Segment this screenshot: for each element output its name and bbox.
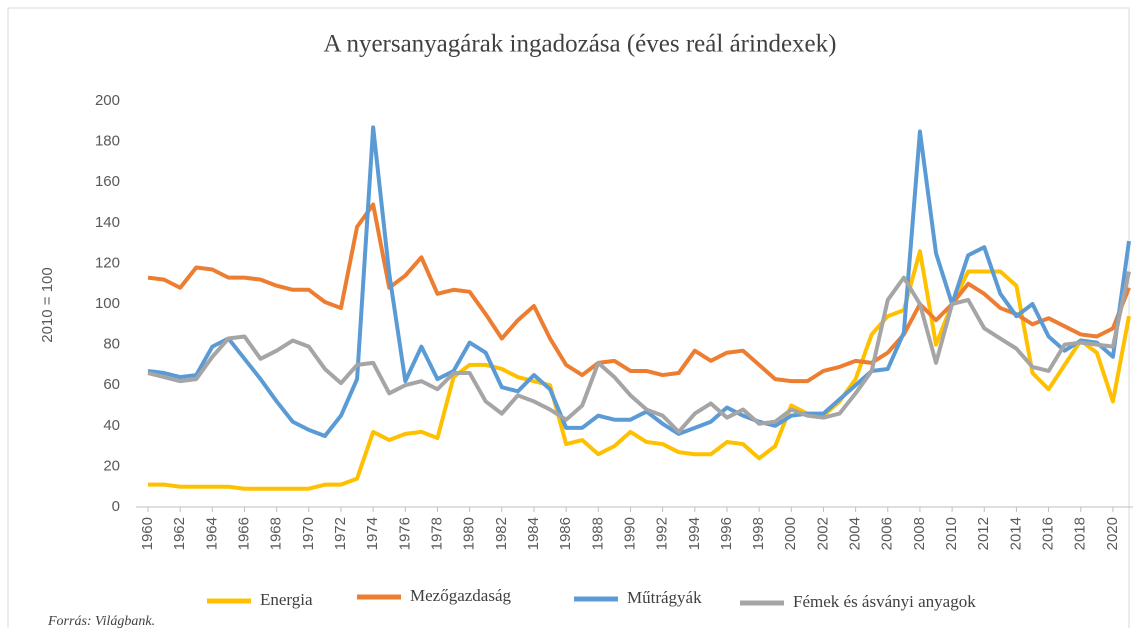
y-tick-label: 120 — [95, 254, 120, 271]
x-tick-label: 1980 — [461, 517, 478, 550]
x-tick-label: 2018 — [1072, 517, 1089, 550]
y-tick-label: 160 — [95, 173, 120, 190]
x-tick-label: 1966 — [235, 517, 252, 550]
x-tick-label: 1994 — [686, 517, 703, 550]
chart-border — [7, 7, 1130, 628]
x-tick-label: 1968 — [268, 517, 285, 550]
x-tick-label: 1982 — [493, 517, 510, 550]
x-tick-label: 2004 — [847, 517, 864, 550]
y-tick-label: 80 — [103, 336, 120, 353]
chart-title: A nyersanyagárak ingadozása (éves reál á… — [324, 31, 837, 58]
line-series — [148, 249, 1131, 491]
x-tick-label: 2000 — [782, 517, 799, 550]
x-tick-label: 2012 — [975, 517, 992, 550]
x-tick-label: 2014 — [1007, 517, 1024, 550]
x-tick-label: 1986 — [557, 517, 574, 550]
y-tick-label: 20 — [103, 457, 120, 474]
source: Forrás: Világbank. — [47, 614, 155, 628]
line-series — [147, 271, 1131, 434]
y-tick-label: 100 — [95, 295, 120, 312]
x-tick-label: 2020 — [1104, 517, 1121, 550]
legend-label: Műtrágyák — [627, 588, 702, 607]
y-axis-label: 2010 = 100 — [39, 267, 56, 343]
x-tick-label: 1978 — [428, 517, 445, 550]
x-tick-label: 1970 — [300, 517, 317, 550]
x-tick-label: 1988 — [589, 517, 606, 550]
x-tick-label: 2008 — [911, 517, 928, 550]
x-tick-label: 2016 — [1040, 517, 1057, 550]
x-tick-label: 1974 — [364, 517, 381, 550]
x-tick-label: 1990 — [621, 517, 638, 550]
y-tick-label: 60 — [103, 376, 120, 393]
line-series — [147, 202, 1131, 384]
x-tick-label: 1972 — [332, 517, 349, 550]
x-tick-label: 1960 — [139, 517, 156, 550]
x-tick-label: 1962 — [171, 517, 188, 550]
y-tick-label: 180 — [95, 133, 120, 150]
y-tick-label: 200 — [95, 92, 120, 109]
x-tick-label: 2002 — [814, 517, 831, 550]
x-tick-label: 1976 — [396, 517, 413, 550]
legend-label: Fémek és ásványi anyagok — [793, 592, 976, 611]
x-tick-label: 1984 — [525, 517, 542, 550]
y-tick-label: 40 — [103, 417, 120, 434]
x-tick-label: 1992 — [654, 517, 671, 550]
x-tick-label: 1996 — [718, 517, 735, 550]
y-tick-label: 140 — [95, 214, 120, 231]
legend-label: Energia — [260, 590, 313, 609]
y-tick-label: 0 — [112, 498, 120, 515]
x-tick-label: 2010 — [943, 517, 960, 550]
x-tick-label: 1964 — [203, 517, 220, 550]
legend-label: Mezőgazdaság — [410, 586, 512, 605]
line-series — [147, 125, 1131, 438]
x-tick-label: 2006 — [879, 517, 896, 550]
x-tick-label: 1998 — [750, 517, 767, 550]
